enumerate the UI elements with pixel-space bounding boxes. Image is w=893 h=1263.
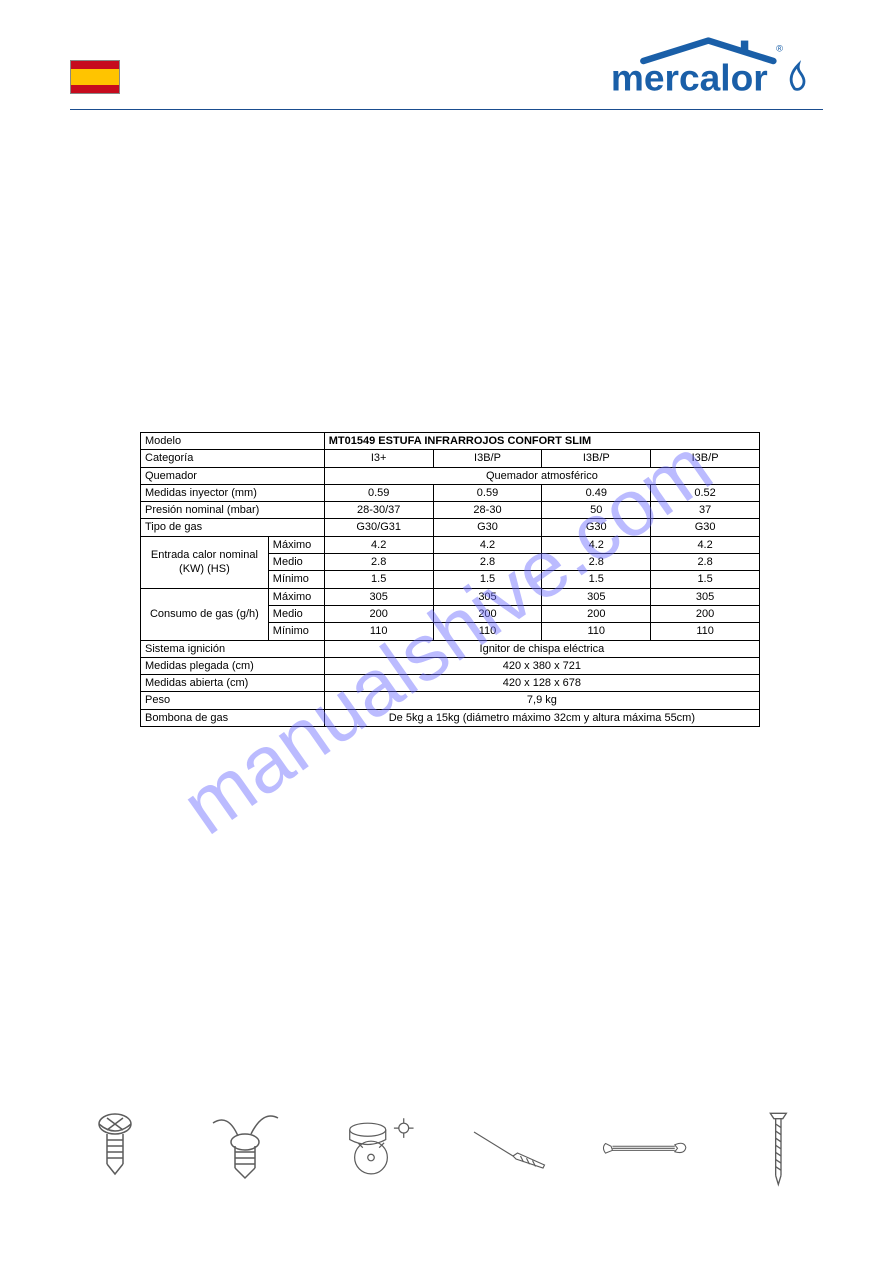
sub-label: Máximo	[268, 536, 324, 553]
table-row: Medidas plegada (cm) 420 x 380 x 721	[141, 657, 760, 674]
cell: G30/G31	[324, 519, 433, 536]
table-row: Tipo de gas G30/G31 G30 G30 G30	[141, 519, 760, 536]
sub-label: Máximo	[268, 588, 324, 605]
cell: 110	[651, 623, 760, 640]
spain-flag-icon	[70, 60, 120, 94]
sub-label: Mínimo	[268, 571, 324, 588]
phillips-screw-icon	[70, 1108, 160, 1188]
cell: 110	[324, 623, 433, 640]
cell: 28-30	[433, 502, 542, 519]
row-label: Quemador	[141, 467, 325, 484]
cell: 1.5	[324, 571, 433, 588]
sub-label: Medio	[268, 554, 324, 571]
cell: 1.5	[651, 571, 760, 588]
row-label: Medidas abierta (cm)	[141, 675, 325, 692]
cell: 200	[651, 605, 760, 622]
cell: 305	[324, 588, 433, 605]
cell: 110	[433, 623, 542, 640]
row-group-label: Consumo de gas (g/h)	[141, 588, 269, 640]
cell: 110	[542, 623, 651, 640]
row-label: Medidas inyector (mm)	[141, 484, 325, 501]
table-row: Modelo MT01549 ESTUFA INFRARROJOS CONFOR…	[141, 433, 760, 450]
row-label: Tipo de gas	[141, 519, 325, 536]
table-row: Sistema ignición Ignitor de chispa eléct…	[141, 640, 760, 657]
cell: G30	[542, 519, 651, 536]
cell: 0.49	[542, 484, 651, 501]
wing-nut-icon	[203, 1108, 293, 1188]
table-row: Medidas inyector (mm) 0.59 0.59 0.49 0.5…	[141, 484, 760, 501]
table-row: Peso 7,9 kg	[141, 692, 760, 709]
cell: I3B/P	[433, 450, 542, 467]
svg-text:mercalor: mercalor	[611, 57, 768, 99]
cell: 2.8	[542, 554, 651, 571]
cell: 4.2	[324, 536, 433, 553]
cell: 4.2	[542, 536, 651, 553]
row-label: Presión nominal (mbar)	[141, 502, 325, 519]
table-row: Medidas abierta (cm) 420 x 128 x 678	[141, 675, 760, 692]
cell: G30	[433, 519, 542, 536]
row-group-label: Entrada calor nominal (KW) (HS)	[141, 536, 269, 588]
caster-wheel-icon	[335, 1108, 425, 1188]
cell: 200	[324, 605, 433, 622]
cell: 2.8	[433, 554, 542, 571]
cell: Quemador atmosférico	[324, 467, 759, 484]
cell: 1.5	[542, 571, 651, 588]
cell: Ignitor de chispa eléctrica	[324, 640, 759, 657]
cell: G30	[651, 519, 760, 536]
row-label: Bombona de gas	[141, 709, 325, 726]
row-label: Medidas plegada (cm)	[141, 657, 325, 674]
cell: I3B/P	[542, 450, 651, 467]
page-header: mercalor ®	[70, 0, 823, 110]
sub-label: Medio	[268, 605, 324, 622]
svg-text:®: ®	[776, 44, 783, 54]
model-title: MT01549 ESTUFA INFRARROJOS CONFORT SLIM	[324, 433, 759, 450]
cell: 200	[542, 605, 651, 622]
cell: 305	[542, 588, 651, 605]
cell: 37	[651, 502, 760, 519]
wrench-icon	[600, 1108, 690, 1188]
long-screw-icon	[733, 1108, 823, 1188]
cell: I3B/P	[651, 450, 760, 467]
table-row: Entrada calor nominal (KW) (HS) Máximo 4…	[141, 536, 760, 553]
cell: De 5kg a 15kg (diámetro máximo 32cm y al…	[324, 709, 759, 726]
cell: 4.2	[651, 536, 760, 553]
row-label: Sistema ignición	[141, 640, 325, 657]
cell: 200	[433, 605, 542, 622]
table-row: Quemador Quemador atmosférico	[141, 467, 760, 484]
sub-label: Mínimo	[268, 623, 324, 640]
table-row: Bombona de gas De 5kg a 15kg (diámetro m…	[141, 709, 760, 726]
cell: 0.59	[433, 484, 542, 501]
screwdriver-icon	[468, 1108, 558, 1188]
cell: I3+	[324, 450, 433, 467]
tools-illustration-row	[70, 1103, 823, 1193]
mercalor-logo: mercalor ®	[603, 35, 823, 100]
row-label: Peso	[141, 692, 325, 709]
cell: 305	[651, 588, 760, 605]
cell: 0.59	[324, 484, 433, 501]
cell: 420 x 128 x 678	[324, 675, 759, 692]
cell: 420 x 380 x 721	[324, 657, 759, 674]
spec-table: Modelo MT01549 ESTUFA INFRARROJOS CONFOR…	[140, 432, 760, 727]
table-row: Presión nominal (mbar) 28-30/37 28-30 50…	[141, 502, 760, 519]
table-row: Consumo de gas (g/h) Máximo 305 305 305 …	[141, 588, 760, 605]
cell: 1.5	[433, 571, 542, 588]
cell: 28-30/37	[324, 502, 433, 519]
cell: 2.8	[324, 554, 433, 571]
row-label: Categoría	[141, 450, 325, 467]
cell: 4.2	[433, 536, 542, 553]
cell: 2.8	[651, 554, 760, 571]
table-row: Categoría I3+ I3B/P I3B/P I3B/P	[141, 450, 760, 467]
cell: 305	[433, 588, 542, 605]
row-label: Modelo	[141, 433, 325, 450]
cell: 0.52	[651, 484, 760, 501]
cell: 50	[542, 502, 651, 519]
cell: 7,9 kg	[324, 692, 759, 709]
